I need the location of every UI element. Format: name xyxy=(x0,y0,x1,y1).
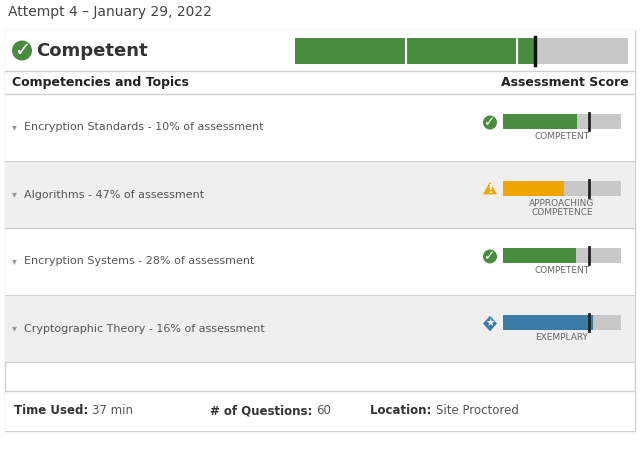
Text: Cryptographic Theory - 16% of assessment: Cryptographic Theory - 16% of assessment xyxy=(24,323,265,334)
Text: APPROACHING: APPROACHING xyxy=(529,199,595,208)
Bar xyxy=(503,248,576,263)
Bar xyxy=(5,391,635,431)
Bar xyxy=(503,114,577,129)
Circle shape xyxy=(483,115,497,129)
Text: ✓: ✓ xyxy=(14,41,30,60)
Text: Encryption Systems - 28% of assessment: Encryption Systems - 28% of assessment xyxy=(24,256,254,267)
Circle shape xyxy=(12,40,32,61)
Text: ✓: ✓ xyxy=(484,250,496,264)
Text: Algorithms - 47% of assessment: Algorithms - 47% of assessment xyxy=(24,189,204,199)
Bar xyxy=(503,248,621,263)
Bar xyxy=(503,315,593,330)
Bar xyxy=(5,30,635,71)
Bar xyxy=(503,181,621,196)
Text: ★: ★ xyxy=(485,318,495,329)
Bar xyxy=(593,315,621,330)
Text: COMPETENCE: COMPETENCE xyxy=(531,208,593,217)
Bar xyxy=(576,248,621,263)
Bar xyxy=(5,295,635,362)
Text: Competencies and Topics: Competencies and Topics xyxy=(12,76,189,89)
Bar xyxy=(5,94,635,161)
Text: EXEMPLARY: EXEMPLARY xyxy=(536,333,588,342)
Text: Time Used:: Time Used: xyxy=(14,405,92,418)
Text: COMPETENT: COMPETENT xyxy=(534,266,589,275)
Bar xyxy=(5,30,635,431)
Text: ▾: ▾ xyxy=(12,189,17,199)
Polygon shape xyxy=(483,316,497,331)
Bar xyxy=(503,181,564,196)
Text: COMPETENT: COMPETENT xyxy=(534,132,589,141)
Text: Attempt 4 – January 29, 2022: Attempt 4 – January 29, 2022 xyxy=(8,5,212,19)
Bar xyxy=(577,114,621,129)
Text: Encryption Standards - 10% of assessment: Encryption Standards - 10% of assessment xyxy=(24,123,264,132)
Text: ▾: ▾ xyxy=(12,256,17,267)
Circle shape xyxy=(483,250,497,264)
Text: Location:: Location: xyxy=(370,405,435,418)
Text: ▾: ▾ xyxy=(12,323,17,334)
Bar xyxy=(503,315,621,330)
Text: Site Proctored: Site Proctored xyxy=(435,405,518,418)
Polygon shape xyxy=(483,182,497,194)
Text: Assessment Score: Assessment Score xyxy=(501,76,629,89)
Bar xyxy=(295,38,628,63)
Bar xyxy=(535,38,628,63)
Text: Competent: Competent xyxy=(36,41,148,60)
Text: # of Questions:: # of Questions: xyxy=(210,405,317,418)
Bar xyxy=(5,228,635,295)
Text: !: ! xyxy=(487,183,493,196)
Text: ▾: ▾ xyxy=(12,123,17,132)
Bar xyxy=(503,114,621,129)
Bar xyxy=(295,38,535,63)
Bar xyxy=(564,181,621,196)
Bar xyxy=(5,71,635,94)
Bar xyxy=(5,161,635,228)
Text: ✓: ✓ xyxy=(484,115,496,129)
Text: 37 min: 37 min xyxy=(92,405,133,418)
Text: 60: 60 xyxy=(317,405,332,418)
